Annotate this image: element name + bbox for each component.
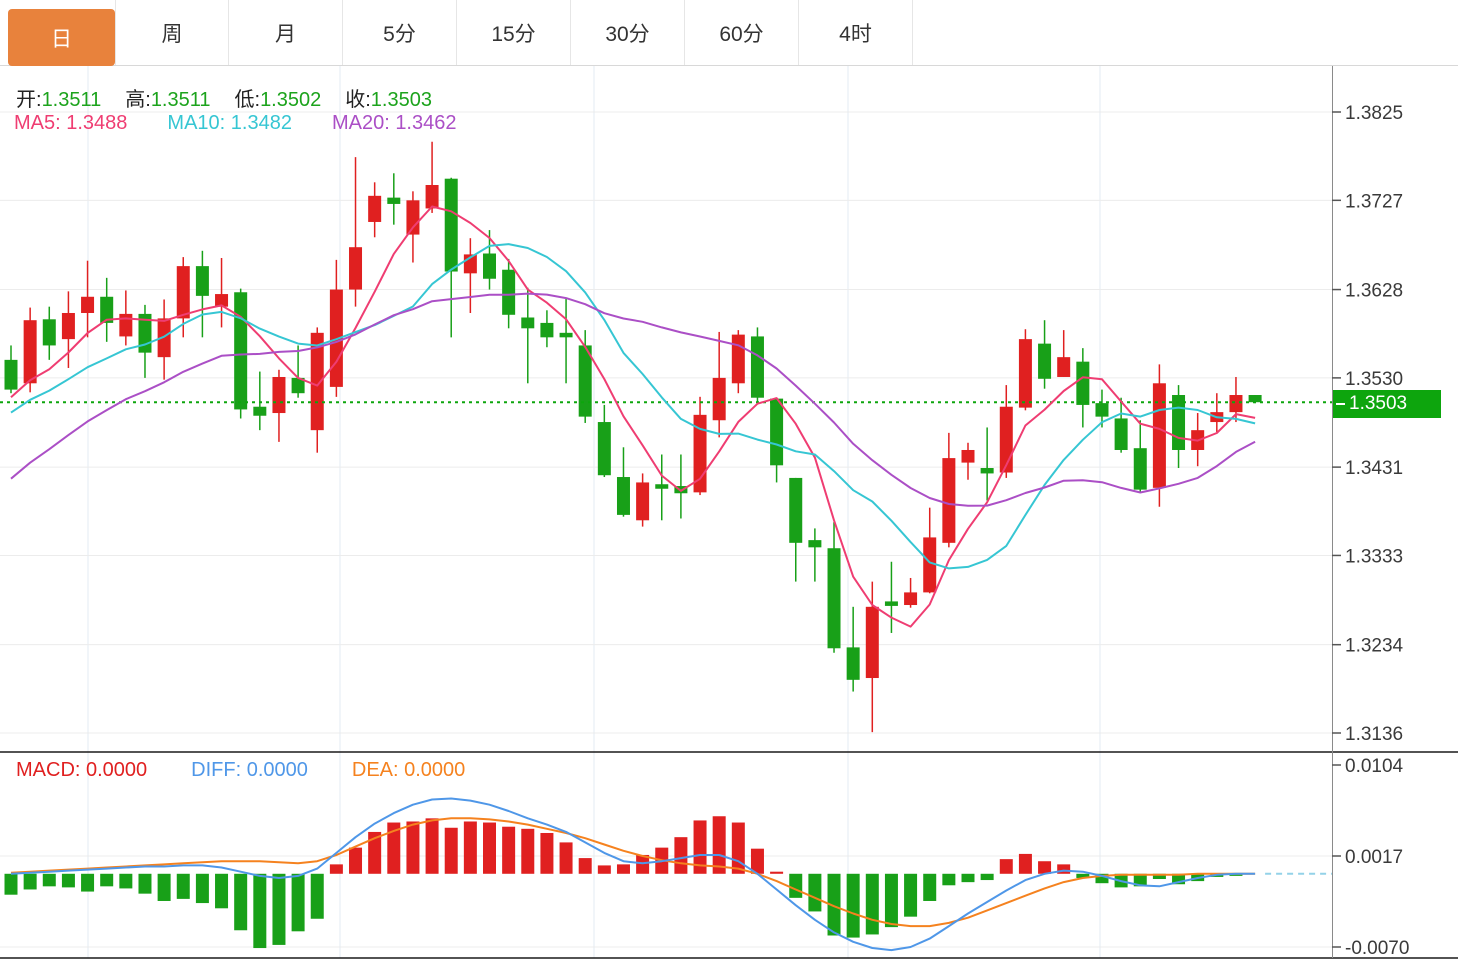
low-label: 低:: [234, 89, 261, 111]
svg-text:1.3333: 1.3333: [1345, 546, 1403, 567]
tab-4hour[interactable]: 4时: [799, 0, 913, 65]
svg-text:-0.0070: -0.0070: [1345, 938, 1409, 959]
tab-month[interactable]: 月: [229, 0, 343, 65]
tab-week[interactable]: 周: [115, 0, 229, 65]
high-value: 1.3511: [150, 89, 211, 111]
tab-label: 30分: [605, 22, 650, 46]
current-price-value: 1.3503: [1349, 393, 1408, 414]
ma20-legend: MA20: 1.3462: [331, 112, 457, 134]
tab-day[interactable]: 日: [8, 9, 115, 66]
svg-text:1.3727: 1.3727: [1345, 191, 1403, 212]
ohlc-legend: 开:1.3511 高:1.3511 低:1.3502 收:1.3503: [16, 83, 456, 112]
ma10-legend: MA10: 1.3482: [167, 112, 292, 134]
tab-label: 15分: [491, 22, 536, 46]
badge-tick-dash: [1336, 403, 1345, 405]
diff-value-legend: DIFF: 0.0000: [191, 759, 308, 781]
ma5-legend: MA5: 1.3488: [14, 112, 128, 134]
tab-30min[interactable]: 30分: [571, 0, 685, 65]
open-label: 开:: [16, 89, 42, 111]
svg-text:0.0017: 0.0017: [1345, 847, 1403, 868]
svg-text:1.3234: 1.3234: [1345, 636, 1404, 657]
close-label: 收:: [345, 89, 371, 111]
close-value: 1.3503: [370, 89, 432, 111]
svg-text:1.3825: 1.3825: [1345, 103, 1403, 124]
tab-label: 日: [51, 27, 72, 51]
ma-legend: MA5: 1.3488 MA10: 1.3482 MA20: 1.3462: [14, 112, 496, 135]
tab-5min[interactable]: 5分: [343, 0, 457, 65]
tab-60min[interactable]: 60分: [685, 0, 799, 65]
timeframe-tabbar: 日 周 月 5分 15分 30分 60分 4时: [0, 0, 1458, 66]
low-value: 1.3502: [260, 89, 322, 111]
tab-15min[interactable]: 15分: [457, 0, 571, 65]
svg-text:0.0104: 0.0104: [1345, 756, 1404, 777]
open-value: 1.3511: [41, 89, 102, 111]
svg-text:1.3136: 1.3136: [1345, 724, 1403, 745]
tab-label: 月: [275, 22, 296, 46]
high-label: 高:: [125, 89, 151, 111]
current-price-badge: 1.3503: [1333, 390, 1441, 418]
macd-legend: MACD: 0.0000 DIFF: 0.0000 DEA: 0.0000: [16, 759, 509, 782]
svg-text:1.3530: 1.3530: [1345, 369, 1403, 390]
svg-text:1.3628: 1.3628: [1345, 281, 1403, 302]
dea-value-legend: DEA: 0.0000: [351, 759, 466, 781]
tab-label: 5分: [383, 22, 416, 46]
macd-value-legend: MACD: 0.0000: [16, 759, 148, 781]
tab-label: 4时: [839, 22, 872, 46]
svg-text:1.3431: 1.3431: [1345, 458, 1403, 479]
tab-label: 周: [161, 22, 183, 46]
tab-label: 60分: [719, 22, 764, 46]
